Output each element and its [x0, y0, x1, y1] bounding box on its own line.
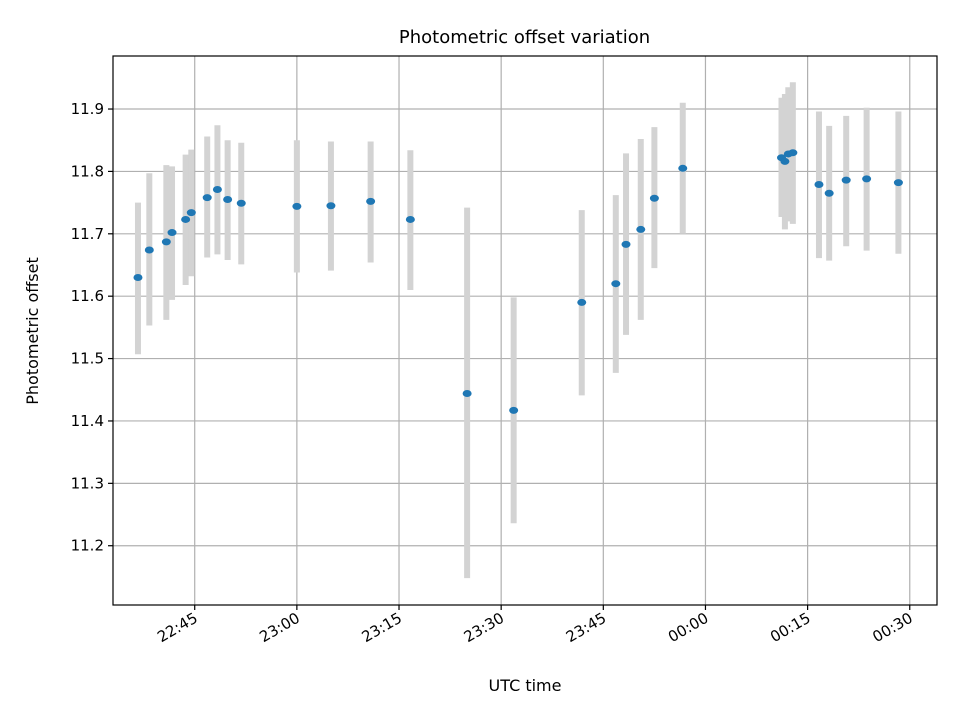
data-point	[611, 280, 621, 288]
data-point	[893, 179, 903, 187]
x-tick-label: 23:15	[359, 609, 405, 646]
data-point	[144, 246, 154, 254]
data-point	[292, 202, 302, 210]
y-tick-label: 11.5	[71, 350, 104, 368]
x-tick-label: 00:30	[869, 609, 915, 646]
data-point	[824, 189, 834, 197]
y-tick-label: 11.2	[71, 537, 104, 555]
y-tick-label: 11.9	[71, 100, 104, 118]
data-point	[236, 199, 246, 207]
data-point	[181, 215, 191, 223]
x-tick-label: 23:45	[563, 609, 609, 646]
x-tick-label: 23:30	[461, 609, 507, 646]
y-tick-label: 11.7	[71, 225, 104, 243]
x-axis-ticks: 22:45 23:00 23:15 23:30 23:45 00:00 00:15 00:30	[154, 605, 916, 646]
y-axis-ticks: 11.2 11.3 11.4 11.5 11.6 11.7 11.8 11.9	[71, 100, 113, 555]
y-tick-label: 11.4	[71, 412, 104, 430]
data-point	[366, 197, 376, 205]
data-point	[678, 164, 688, 172]
data-point	[862, 175, 872, 183]
y-axis-label: Photometric offset	[23, 257, 42, 405]
data-point	[161, 238, 171, 246]
y-tick-label: 11.6	[71, 287, 104, 305]
x-tick-label: 22:45	[154, 609, 200, 646]
data-point	[814, 181, 824, 189]
data-point	[462, 390, 472, 398]
data-point	[133, 273, 143, 281]
data-points	[133, 149, 903, 414]
data-point	[326, 202, 336, 210]
x-axis-label: UTC time	[489, 676, 562, 695]
plot-area-frame	[112, 55, 938, 606]
data-point	[167, 229, 177, 237]
data-point	[212, 186, 222, 194]
gridlines	[113, 56, 937, 605]
data-point	[577, 298, 587, 306]
x-tick-label: 00:15	[767, 609, 813, 646]
data-point	[186, 209, 196, 217]
y-tick-label: 11.8	[71, 162, 104, 180]
data-point	[636, 225, 646, 233]
data-point	[780, 157, 790, 165]
data-point	[405, 215, 415, 223]
x-tick-label: 23:00	[256, 609, 302, 646]
data-point	[509, 406, 519, 414]
data-point	[788, 149, 798, 157]
chart-title: Photometric offset variation	[399, 27, 650, 48]
data-point	[649, 194, 659, 202]
data-point	[841, 176, 851, 184]
data-point	[202, 194, 212, 202]
data-point	[223, 195, 233, 203]
data-point	[621, 240, 631, 248]
y-tick-label: 11.3	[71, 474, 104, 492]
x-tick-label: 00:00	[665, 609, 711, 646]
